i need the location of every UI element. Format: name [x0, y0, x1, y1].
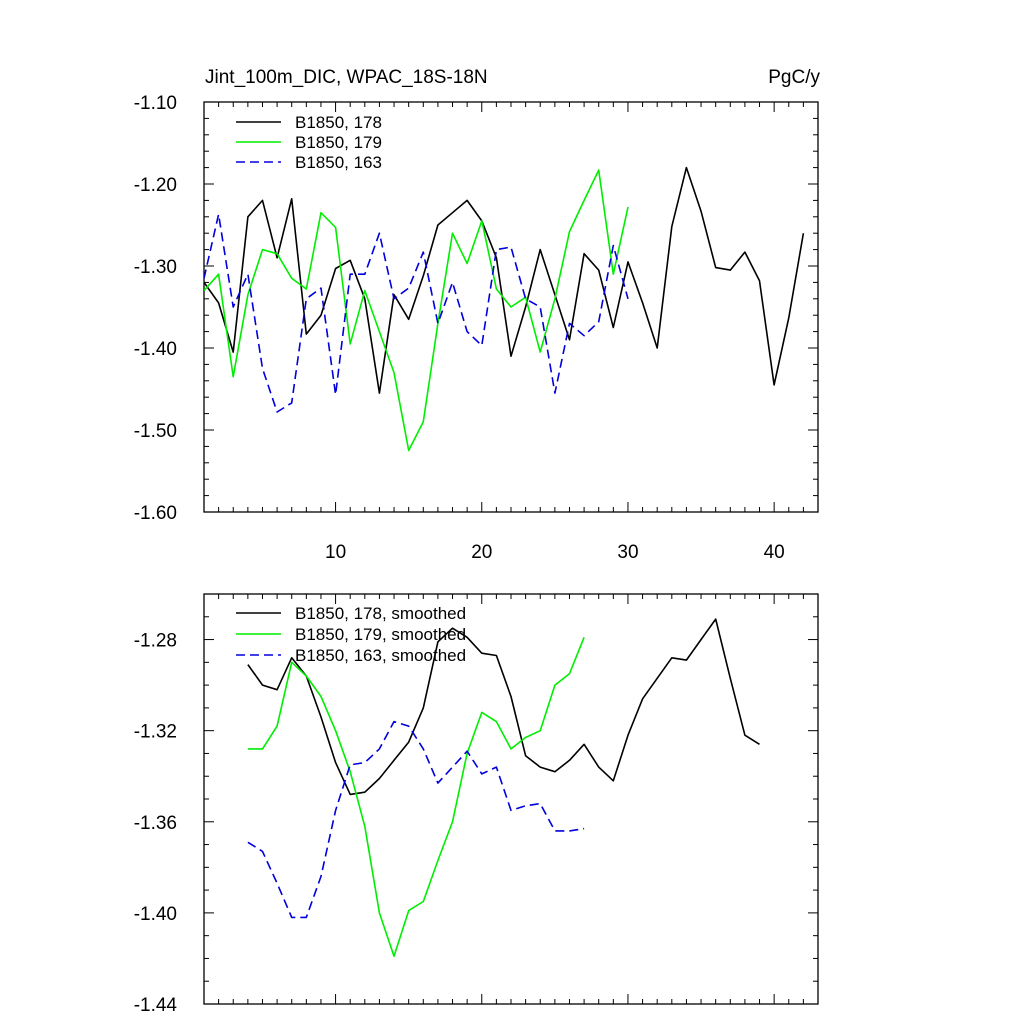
panel1-series-line-1	[204, 166, 805, 394]
panel1-x-tick-label: 20	[471, 542, 492, 563]
panel2-series-line-2	[247, 637, 585, 958]
panel1-y-tick-label: -1.60	[134, 503, 177, 524]
panel2-series-line-3	[247, 720, 585, 919]
panel2-y-tick-label: -1.36	[134, 813, 177, 834]
top-chart-title: Jint_100m_DIC, WPAC_18S-18N	[205, 67, 488, 88]
panel2-legend-label-1: B1850, 178, smoothed	[295, 604, 466, 623]
panel-top-raw: Jint_100m_DIC, WPAC_18S-18N PgC/y 10 20 30…	[134, 67, 821, 563]
panel2-legend-label-2: B1850, 179, smoothed	[295, 625, 466, 644]
panel2-legend-label-3: B1850, 163, smoothed	[295, 646, 466, 665]
panel1-x-tick-label: 40	[764, 542, 785, 563]
panel1-legend-label-1: B1850, 178	[295, 113, 382, 132]
panel1-legend-label-2: B1850, 179	[295, 133, 382, 152]
panel1-y-tick-label: -1.10	[134, 93, 177, 114]
top-chart-units: PgC/y	[768, 67, 820, 88]
panel-bottom-smoothed: -1.44 -1.40 -1.36 -1.32 -1.28 B1850, 178, smo…	[134, 593, 819, 1016]
panel1-legend-label-3: B1850, 163	[295, 153, 382, 172]
panel1-series-line-2	[204, 169, 629, 452]
panel1-y-tick-label: -1.50	[134, 421, 177, 442]
panel2-series-line-1	[247, 618, 760, 796]
panel1-y-tick-label: -1.40	[134, 339, 177, 360]
panel2-y-tick-label: -1.40	[134, 904, 177, 925]
panel1-series-line-3	[204, 213, 629, 413]
panel1-x-tick-label: 30	[617, 542, 638, 563]
panel1-y-tick-label: -1.20	[134, 175, 177, 196]
panel2-y-tick-label: -1.32	[134, 722, 177, 743]
panel2-y-tick-label: -1.28	[134, 631, 177, 652]
panel1-y-tick-label: -1.30	[134, 257, 177, 278]
panel2-y-tick-label: -1.44	[134, 995, 178, 1016]
panel1-x-tick-label: 10	[325, 542, 346, 563]
